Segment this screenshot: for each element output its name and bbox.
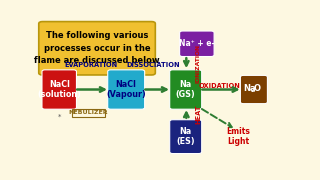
Text: *: * <box>58 114 61 120</box>
FancyBboxPatch shape <box>42 70 76 109</box>
FancyBboxPatch shape <box>170 120 202 154</box>
Text: NaCl
(Vapour): NaCl (Vapour) <box>106 80 146 99</box>
FancyBboxPatch shape <box>170 70 202 109</box>
FancyBboxPatch shape <box>240 75 268 104</box>
Text: Na
(ES): Na (ES) <box>176 127 195 146</box>
Text: NEBULIZER: NEBULIZER <box>68 110 108 115</box>
Text: Na
(GS): Na (GS) <box>176 80 196 99</box>
Text: Emits
Light: Emits Light <box>227 127 250 146</box>
Text: The following various
processes occur in the
flame are discussed below: The following various processes occur in… <box>34 31 160 65</box>
Text: Na⁺ + e-: Na⁺ + e- <box>179 39 215 48</box>
Text: DISSOCIATION: DISSOCIATION <box>127 62 180 68</box>
Text: 2: 2 <box>251 88 255 93</box>
FancyBboxPatch shape <box>180 31 214 57</box>
FancyBboxPatch shape <box>108 70 145 109</box>
Text: NaCl
(solution): NaCl (solution) <box>37 80 81 99</box>
Text: O: O <box>253 84 260 93</box>
Text: HEAT: HEAT <box>195 105 201 124</box>
Text: EVAPORATION: EVAPORATION <box>64 62 117 68</box>
Text: OXIDATION: OXIDATION <box>199 83 241 89</box>
Text: Na: Na <box>243 84 256 93</box>
FancyBboxPatch shape <box>39 22 155 75</box>
Text: IONIZATION: IONIZATION <box>196 44 201 83</box>
